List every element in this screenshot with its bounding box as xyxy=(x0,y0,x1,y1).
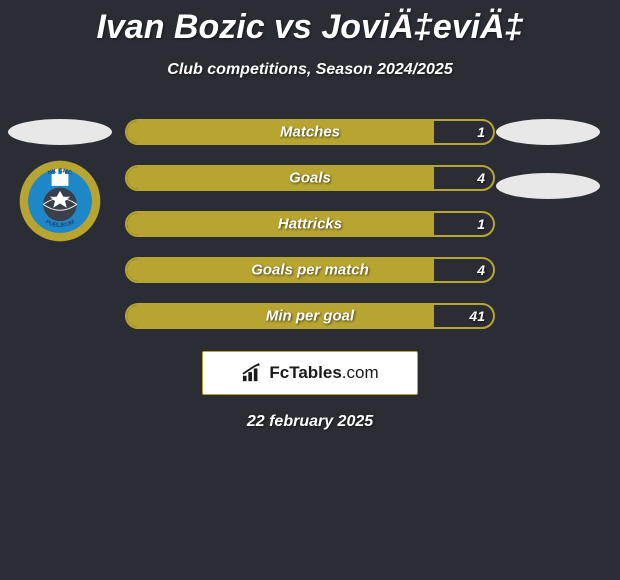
stat-value-right: 4 xyxy=(477,170,485,186)
stat-value-right: 1 xyxy=(477,216,485,232)
player-left-avatar-placeholder xyxy=(8,119,112,145)
stat-label: Hattricks xyxy=(278,216,342,233)
stat-value-right: 4 xyxy=(477,262,485,278)
brand-box[interactable]: FcTables.com xyxy=(202,351,418,395)
brand-name: FcTables xyxy=(269,363,341,382)
stat-value-right: 41 xyxy=(469,308,485,324)
comparison-widget: Ivan Bozic vs JoviÄ‡eviÄ‡ Club competiti… xyxy=(0,0,620,431)
stat-fill-left xyxy=(127,167,434,189)
stat-row: Goals per match 4 xyxy=(125,257,495,283)
subtitle: Club competitions, Season 2024/2025 xyxy=(0,61,620,79)
stat-label: Min per goal xyxy=(266,308,354,325)
brand-text: FcTables.com xyxy=(269,363,378,383)
stat-row: Hattricks 1 xyxy=(125,211,495,237)
page-title: Ivan Bozic vs JoviÄ‡eviÄ‡ xyxy=(0,0,620,47)
stat-label: Goals per match xyxy=(251,262,369,279)
club-badge-right-placeholder xyxy=(496,173,600,199)
brand-suffix: .com xyxy=(342,363,379,382)
player-right-avatar-placeholder xyxy=(496,119,600,145)
stat-row: Matches 1 xyxy=(125,119,495,145)
stat-label: Goals xyxy=(289,170,331,187)
stat-row: Goals 4 xyxy=(125,165,495,191)
player-left-column: NK CMC PUBLIKUM xyxy=(8,119,112,243)
stat-row: Min per goal 41 xyxy=(125,303,495,329)
stat-rows: Matches 1 Goals 4 Hattricks 1 Goals per match 4… xyxy=(125,119,495,329)
brand-chart-icon xyxy=(241,363,263,383)
player-right-column xyxy=(496,119,600,199)
stats-area: NK CMC PUBLIKUM Matches 1 Goals 4 Hattricks 1… xyxy=(0,119,620,329)
stat-label: Matches xyxy=(280,124,340,141)
stat-value-right: 1 xyxy=(477,124,485,140)
date-line: 22 february 2025 xyxy=(0,413,620,431)
club-badge-left: NK CMC PUBLIKUM xyxy=(18,159,102,243)
